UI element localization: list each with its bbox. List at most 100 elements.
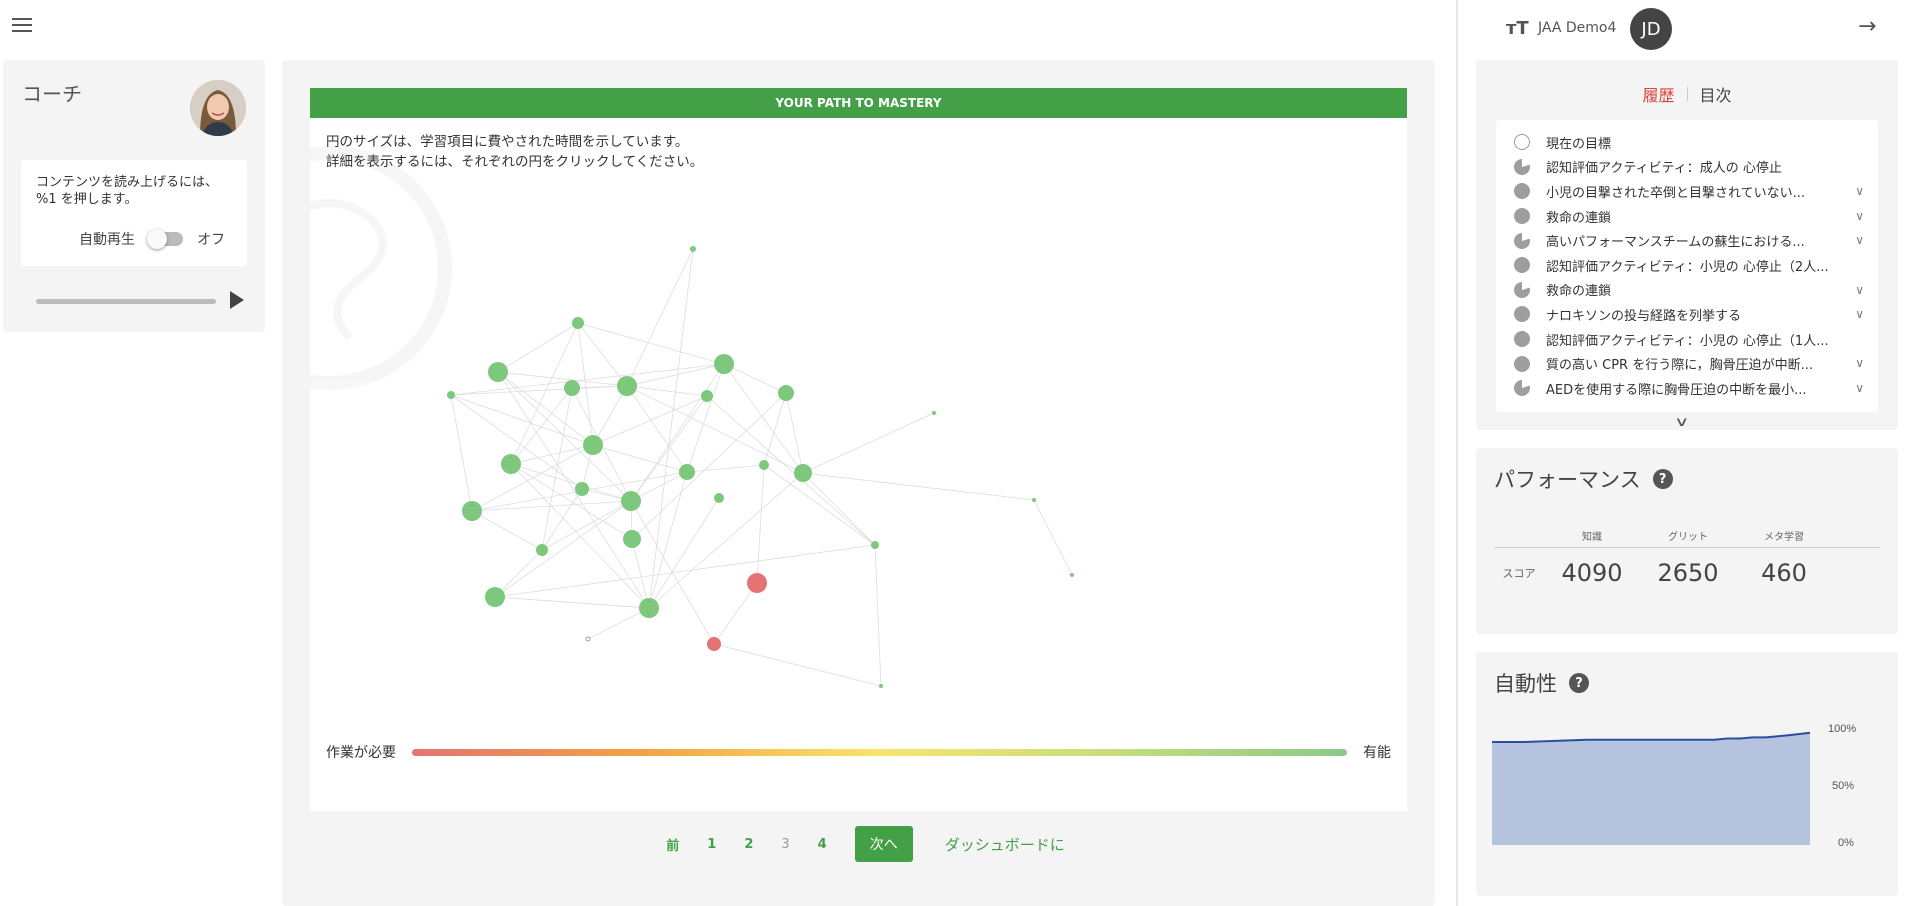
mastery-card: YOUR PATH TO MASTERY 円のサイズは、学習項目に費やされた時間… [310, 88, 1407, 811]
objective-item[interactable]: 救命の連鎖 ∨ [1496, 204, 1878, 229]
graph-edge [626, 385, 708, 397]
arrow-right-icon[interactable]: → [1858, 14, 1877, 39]
performance-title: パフォーマンス ? [1494, 464, 1673, 494]
objective-item[interactable]: ナロキソンの投与経路を列挙する ∨ [1496, 302, 1878, 327]
skill-node[interactable] [714, 354, 734, 374]
help-icon[interactable]: ? [1652, 469, 1673, 489]
prev-page-link[interactable]: 前 [666, 838, 680, 854]
user-avatar[interactable]: JD [1630, 8, 1672, 50]
objective-item[interactable]: 質の高い CPR を行う際に，胸骨圧迫が中断... ∨ [1496, 351, 1878, 376]
graph-edge [494, 544, 876, 598]
next-button[interactable]: 次へ [854, 826, 913, 862]
skill-node[interactable] [564, 380, 580, 396]
skill-node[interactable] [871, 541, 879, 549]
skill-node-needs-work[interactable] [707, 637, 721, 651]
skill-node[interactable] [617, 376, 637, 396]
skill-node[interactable] [501, 454, 521, 474]
skill-node[interactable] [583, 435, 603, 455]
graph-edge [450, 363, 725, 396]
hamburger-menu-icon[interactable] [12, 18, 32, 34]
chevron-down-icon[interactable]: ∨ [1855, 184, 1864, 199]
skill-node[interactable] [485, 587, 505, 607]
skill-node[interactable] [575, 482, 589, 496]
mastery-legend: 作業が必要 有能 [326, 742, 1391, 762]
automaticity-chart: 100% 50% 0% [1492, 723, 1856, 849]
objective-item[interactable]: 認知評価アクティビティ：成人の 心停止 [1496, 155, 1878, 180]
skill-node[interactable] [462, 501, 482, 521]
page-link-1[interactable]: 1 [707, 836, 717, 852]
progress-circle-icon [1514, 158, 1530, 175]
ytick-50: 50% [1832, 780, 1854, 792]
skill-node[interactable] [690, 246, 696, 252]
history-panel: 履歴 目次 現在の目標 認知評価アクティビティ：成人の 心停止 小児の目撃された卒倒… [1476, 60, 1898, 430]
skill-node[interactable] [794, 464, 812, 482]
coach-message-card: コンテンツを読み上げるには、%1 を押します。 自動再生 オフ [21, 160, 247, 266]
progress-circle-icon [1514, 355, 1530, 372]
autoplay-control: 自動再生 オフ [79, 229, 225, 249]
graph-edge [450, 385, 628, 396]
skill-node[interactable] [879, 684, 883, 688]
objective-item[interactable]: 救命の連鎖 ∨ [1496, 278, 1878, 303]
objective-label: 高いパフォーマンスチームの蘇生における... [1546, 235, 1805, 251]
chevron-down-icon[interactable]: ∨ [1674, 415, 1690, 430]
chevron-down-icon[interactable]: ∨ [1855, 208, 1864, 223]
skill-node[interactable] [639, 598, 659, 618]
skill-node-needs-work[interactable] [747, 573, 767, 593]
objective-label: 救命の連鎖 [1546, 284, 1612, 300]
dashboard-link[interactable]: ダッシュボードに [944, 835, 1065, 854]
ytick-0: 0% [1838, 837, 1854, 849]
skill-node[interactable] [759, 460, 769, 470]
skill-node[interactable] [1070, 573, 1074, 577]
brain-watermark-icon [310, 146, 452, 390]
objective-label: 認知評価アクティビティ：小児の 心停止（2人... [1546, 259, 1829, 275]
chevron-down-icon[interactable]: ∨ [1855, 380, 1864, 395]
page-link-4[interactable]: 4 [817, 836, 827, 852]
skill-node[interactable] [585, 636, 591, 642]
objective-item[interactable]: 高いパフォーマンスチームの蘇生における... ∨ [1496, 228, 1878, 253]
skill-node[interactable] [932, 411, 936, 415]
graph-edge [630, 471, 688, 502]
progress-circle-icon [1514, 183, 1530, 200]
graph-edge [626, 363, 725, 387]
help-icon[interactable]: ? [1569, 673, 1589, 693]
audio-progress-bar[interactable] [36, 299, 216, 304]
skill-node[interactable] [488, 362, 508, 382]
graph-edge [785, 392, 804, 474]
chevron-down-icon[interactable]: ∨ [1855, 282, 1864, 297]
graph-edge [541, 500, 632, 551]
font-size-icon[interactable]: тT [1506, 18, 1529, 39]
skill-node[interactable] [778, 385, 794, 401]
skill-node[interactable] [572, 317, 584, 329]
tab-history[interactable]: 履歴 [1642, 86, 1675, 105]
graph-edge [802, 472, 876, 546]
objective-item[interactable]: AEDを使用する際に胸骨圧迫の中断を最小... ∨ [1496, 376, 1878, 401]
graph-edge [723, 363, 804, 474]
objective-item[interactable]: 小児の目撃された卒倒と目撃されていない... ∨ [1496, 179, 1878, 204]
chevron-down-icon[interactable]: ∨ [1855, 307, 1864, 322]
skill-node[interactable] [623, 530, 641, 548]
autoplay-toggle[interactable] [147, 229, 183, 249]
objective-item[interactable]: 認知評価アクティビティ：小児の 心停止（2人... [1496, 253, 1878, 278]
objective-item[interactable]: 認知評価アクティビティ：小児の 心停止（1人... [1496, 327, 1878, 352]
skill-node[interactable] [714, 493, 724, 503]
skill-node[interactable] [621, 491, 641, 511]
graph-edge [592, 395, 708, 446]
page-link-2[interactable]: 2 [744, 836, 754, 852]
graph-edge [497, 371, 632, 502]
automaticity-line [1492, 731, 1811, 743]
tab-contents[interactable]: 目次 [1699, 86, 1732, 105]
objective-item[interactable]: 現在の目標 [1496, 130, 1878, 155]
graph-edge [630, 363, 725, 502]
score-grit: 2650 [1657, 559, 1719, 587]
skill-node[interactable] [679, 464, 695, 480]
skill-node[interactable] [536, 544, 548, 556]
graph-edge [577, 322, 594, 446]
skill-node[interactable] [447, 391, 455, 399]
skill-node[interactable] [1032, 498, 1036, 502]
chevron-down-icon[interactable]: ∨ [1855, 356, 1864, 371]
skill-node[interactable] [701, 390, 713, 402]
play-icon[interactable] [230, 291, 244, 309]
chevron-down-icon[interactable]: ∨ [1855, 233, 1864, 248]
score-header-knowledge: 知識 [1582, 532, 1602, 543]
graph-edge [587, 607, 650, 640]
